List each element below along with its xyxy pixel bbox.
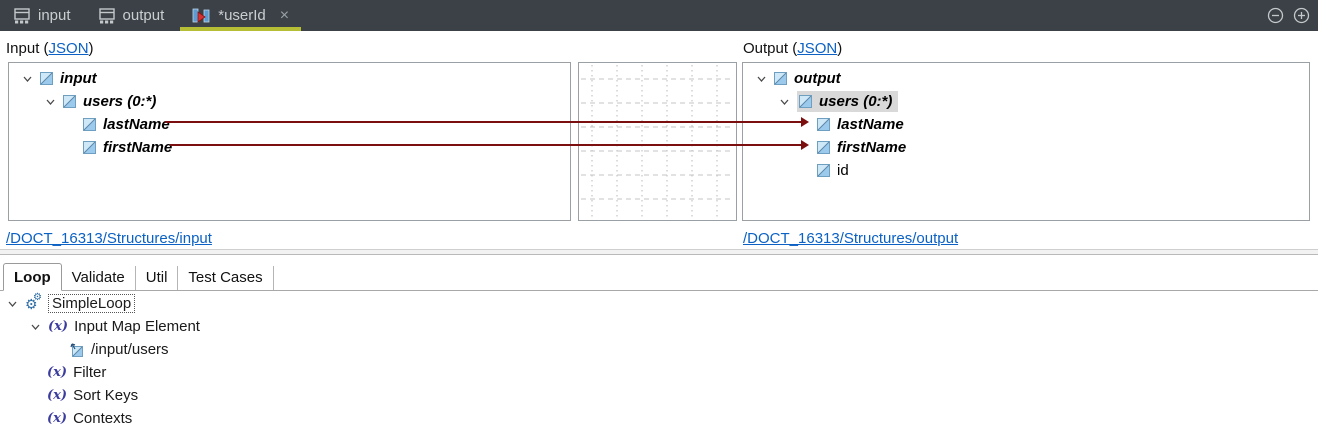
mapping-canvas[interactable] xyxy=(578,62,737,221)
tree-row-input[interactable]: input xyxy=(9,67,570,90)
loop-row-filter[interactable]: (x) Filter xyxy=(0,361,1318,384)
loop-label: Sort Keys xyxy=(73,387,139,404)
element-icon xyxy=(63,95,76,108)
element-icon xyxy=(817,118,830,131)
mapping-line-firstname[interactable] xyxy=(170,144,801,146)
output-json-link[interactable]: JSON xyxy=(797,40,838,57)
tree-row-firstname[interactable]: firstName xyxy=(743,136,1309,159)
tree-row-lastname[interactable]: lastName xyxy=(743,113,1309,136)
close-icon[interactable]: × xyxy=(279,6,290,24)
tab-input[interactable]: input xyxy=(0,0,85,31)
chevron-down-icon[interactable] xyxy=(46,99,55,105)
tab-test-cases[interactable]: Test Cases xyxy=(178,266,274,290)
input-tree-panel: input users (0:*) lastName firstName xyxy=(8,62,571,221)
active-tab-underline xyxy=(180,27,302,31)
tree-row-firstname[interactable]: firstName xyxy=(9,136,570,159)
input-structure-link[interactable]: /DOCT_16313/Structures/input xyxy=(6,230,212,247)
element-icon xyxy=(83,118,96,131)
loop-row-contexts[interactable]: (x) Contexts xyxy=(0,407,1318,430)
view-controls xyxy=(1267,0,1318,31)
output-header-suffix: ) xyxy=(837,40,843,57)
tree-row-id[interactable]: id xyxy=(743,159,1309,182)
tree-row-users-selected[interactable]: users (0:*) xyxy=(743,90,1309,113)
output-header-text: Output ( xyxy=(743,40,798,57)
mapper-icon xyxy=(192,8,210,23)
structure-icon xyxy=(14,7,30,23)
tree-label: firstName xyxy=(103,139,173,156)
tab-loop[interactable]: Loop xyxy=(3,263,62,291)
element-icon xyxy=(817,164,830,177)
loop-row-input-users[interactable]: /input/users xyxy=(0,338,1318,361)
function-icon: (x) xyxy=(47,411,68,426)
structure-icon xyxy=(98,7,115,23)
function-icon: (x) xyxy=(48,319,69,334)
input-header-text: Input ( xyxy=(6,40,49,57)
chevron-down-icon[interactable] xyxy=(23,76,32,82)
mapping-arrowhead xyxy=(801,140,809,150)
output-tree-panel: output users (0:*) lastName firstName id xyxy=(742,62,1310,221)
horizontal-sash[interactable] xyxy=(0,249,1318,255)
tree-label: users (0:*) xyxy=(83,93,157,110)
output-structure-link[interactable]: /DOCT_16313/Structures/output xyxy=(743,230,959,247)
loop-row-input-map-element[interactable]: (x) Input Map Element xyxy=(0,315,1318,338)
minimize-icon[interactable] xyxy=(1267,7,1284,24)
tree-label: lastName xyxy=(103,116,170,133)
tree-row-lastname[interactable]: lastName xyxy=(9,113,570,136)
input-json-link[interactable]: JSON xyxy=(48,40,89,57)
tab-userid-active[interactable]: *userId × xyxy=(178,0,303,31)
tab-util[interactable]: Util xyxy=(136,266,179,290)
selected-row-highlight: users (0:*) xyxy=(797,91,899,112)
chevron-down-icon[interactable] xyxy=(31,324,40,330)
dashed-grid xyxy=(581,65,734,218)
loop-label: Input Map Element xyxy=(74,318,200,335)
tab-label: input xyxy=(38,7,71,24)
input-header-suffix: ) xyxy=(88,40,94,57)
tree-row-users[interactable]: users (0:*) xyxy=(9,90,570,113)
loop-label: SimpleLoop xyxy=(48,294,136,313)
tree-label: users (0:*) xyxy=(819,93,893,110)
element-ref-icon xyxy=(70,342,83,357)
loop-label: Contexts xyxy=(73,410,133,427)
element-icon xyxy=(40,72,53,85)
gears-icon: ⚙ ⚙ xyxy=(25,291,42,312)
loop-tree: ⚙ ⚙ SimpleLoop (x) Input Map Element /inp… xyxy=(0,292,1318,430)
function-icon: (x) xyxy=(47,388,68,403)
element-icon xyxy=(799,95,812,108)
chevron-down-icon[interactable] xyxy=(780,99,789,105)
tree-label: firstName xyxy=(837,139,907,156)
mapping-arrowhead xyxy=(801,117,809,127)
properties-tab-bar: Loop Validate Util Test Cases xyxy=(0,263,1318,291)
tab-output[interactable]: output xyxy=(85,0,179,31)
input-header: Input (JSON) xyxy=(6,40,94,57)
tree-label: input xyxy=(60,70,97,87)
element-icon xyxy=(774,72,787,85)
tab-validate[interactable]: Validate xyxy=(62,266,136,290)
editor-tab-bar: input output *userId × xyxy=(0,0,1318,31)
loop-label: Filter xyxy=(73,364,107,381)
tab-label: output xyxy=(122,7,165,24)
tree-label: lastName xyxy=(837,116,904,133)
element-icon xyxy=(83,141,96,154)
element-icon xyxy=(817,141,830,154)
loop-row-simpleloop[interactable]: ⚙ ⚙ SimpleLoop xyxy=(0,292,1318,315)
chevron-down-icon[interactable] xyxy=(8,301,17,307)
chevron-down-icon[interactable] xyxy=(757,76,766,82)
maximize-icon[interactable] xyxy=(1293,7,1310,24)
loop-row-sort-keys[interactable]: (x) Sort Keys xyxy=(0,384,1318,407)
tab-label: *userId xyxy=(218,7,266,24)
mapping-line-lastname[interactable] xyxy=(165,121,801,123)
loop-label: /input/users xyxy=(91,341,169,358)
tree-label: id xyxy=(837,162,849,179)
output-header: Output (JSON) xyxy=(743,40,842,57)
tree-row-output[interactable]: output xyxy=(743,67,1309,90)
function-icon: (x) xyxy=(47,365,68,380)
tree-label: output xyxy=(794,70,841,87)
